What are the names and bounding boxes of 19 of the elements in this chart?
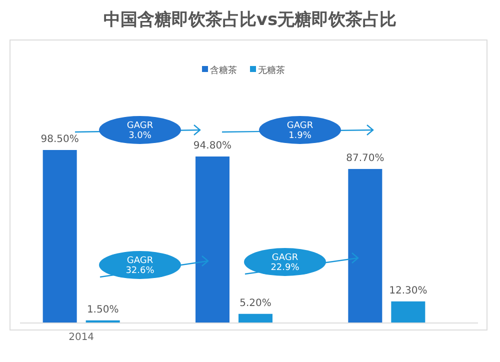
data-label: 94.80% [193,140,232,152]
data-label: 98.50% [40,134,79,145]
title: 中国含糖即饮茶占比vs无糖即饮茶占比 [103,10,397,30]
data-label: 87.70% [346,152,384,164]
bar [196,156,230,323]
legend-label: 含糖茶 [210,65,237,76]
data-label: 1.50% [86,304,119,316]
bar [42,150,77,323]
x-tick-label: 2014 [68,332,94,343]
annotation: GAGR 32.6% [126,256,155,276]
bar [391,301,426,323]
text: GAGR 3.0% [126,121,154,141]
annotation: GAGR 22.9% [270,253,300,273]
text: GAGR 1.9% [286,121,314,141]
data-label: 5.20% [240,298,272,309]
bar [238,314,272,323]
legend-label: 无糖茶 [258,65,285,76]
bar [348,168,382,323]
data-label: 12.30% [389,285,428,296]
